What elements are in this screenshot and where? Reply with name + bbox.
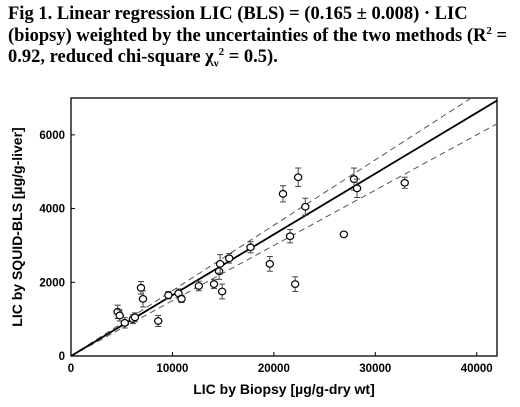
y-tick-label: 2000	[39, 277, 65, 289]
confidence-band-lines	[71, 98, 497, 356]
point-marker	[138, 294, 148, 303]
data-point-25	[339, 230, 349, 239]
data-points	[113, 167, 409, 329]
data-point-3	[120, 317, 129, 329]
point-marker	[285, 232, 295, 241]
data-point-13	[209, 279, 219, 290]
data-point-27	[352, 178, 362, 199]
caption-text-1: Fig 1. Linear regression LIC (BLS) = (0.…	[8, 4, 487, 46]
data-point-12	[194, 280, 203, 292]
point-marker	[301, 202, 310, 211]
regression-line	[71, 99, 497, 356]
plot-border	[70, 97, 498, 357]
point-marker	[339, 230, 349, 239]
data-point-8	[154, 314, 163, 328]
band-line-1	[71, 98, 473, 356]
y-tick-label: 6000	[39, 130, 65, 142]
y-tick-label: 0	[59, 351, 65, 363]
plot-frame	[70, 97, 498, 357]
data-point-28	[400, 176, 409, 189]
point-marker	[136, 283, 146, 292]
data-point-16	[217, 283, 227, 300]
data-point-20	[278, 185, 288, 203]
data-point-21	[285, 229, 295, 244]
x-tick-label: 10000	[156, 363, 188, 375]
point-marker	[217, 287, 227, 296]
data-point-15	[215, 254, 225, 274]
point-marker	[294, 173, 303, 182]
data-point-9	[164, 291, 173, 300]
axis-ticks: 0 10000 20000 30000 40000 0 2000 4000 6000	[39, 130, 492, 375]
point-marker	[246, 243, 255, 252]
y-tick-label: 4000	[39, 204, 65, 216]
point-marker	[130, 313, 140, 322]
x-tick-label: 40000	[461, 363, 493, 375]
data-point-17	[225, 253, 234, 264]
data-point-19	[265, 255, 274, 272]
chi-superscript: 2	[218, 45, 225, 58]
point-marker	[164, 291, 173, 300]
caption-text-2: = 0.92, reduced chi-square χ	[8, 25, 508, 68]
x-tick-label: 20000	[258, 363, 290, 375]
data-point-18	[246, 241, 255, 254]
point-marker	[209, 280, 219, 289]
data-point-11	[177, 294, 186, 304]
caption-text-3: = 0.5).	[224, 47, 278, 67]
point-marker	[115, 311, 124, 320]
band-line-2	[71, 123, 497, 356]
x-tick-label: 30000	[359, 363, 391, 375]
point-marker	[400, 178, 409, 187]
figure-caption: Fig 1. Linear regression LIC (BLS) = (0.…	[8, 4, 516, 69]
point-marker	[225, 254, 234, 263]
r2-superscript: 2	[486, 24, 492, 37]
point-marker	[290, 280, 300, 289]
point-marker	[177, 294, 186, 303]
data-point-24	[301, 197, 310, 216]
data-point-22	[290, 276, 300, 292]
point-marker	[194, 282, 203, 290]
point-marker	[352, 184, 362, 193]
point-marker	[265, 259, 274, 268]
point-marker	[120, 318, 129, 327]
y-axis-label: LIC by SQUID-BLS [µg/g-liver]	[9, 127, 25, 326]
x-tick-label: 0	[68, 363, 74, 375]
chi-subscript: ν	[213, 57, 219, 70]
point-marker	[154, 317, 163, 325]
fit-line	[71, 99, 497, 356]
data-point-23	[294, 167, 303, 187]
point-marker	[215, 259, 225, 268]
data-point-5	[130, 312, 140, 323]
x-axis-label: LIC by Biopsy [µg/g-dry wt]	[193, 381, 375, 397]
point-marker	[278, 189, 288, 198]
data-point-7	[138, 290, 148, 308]
